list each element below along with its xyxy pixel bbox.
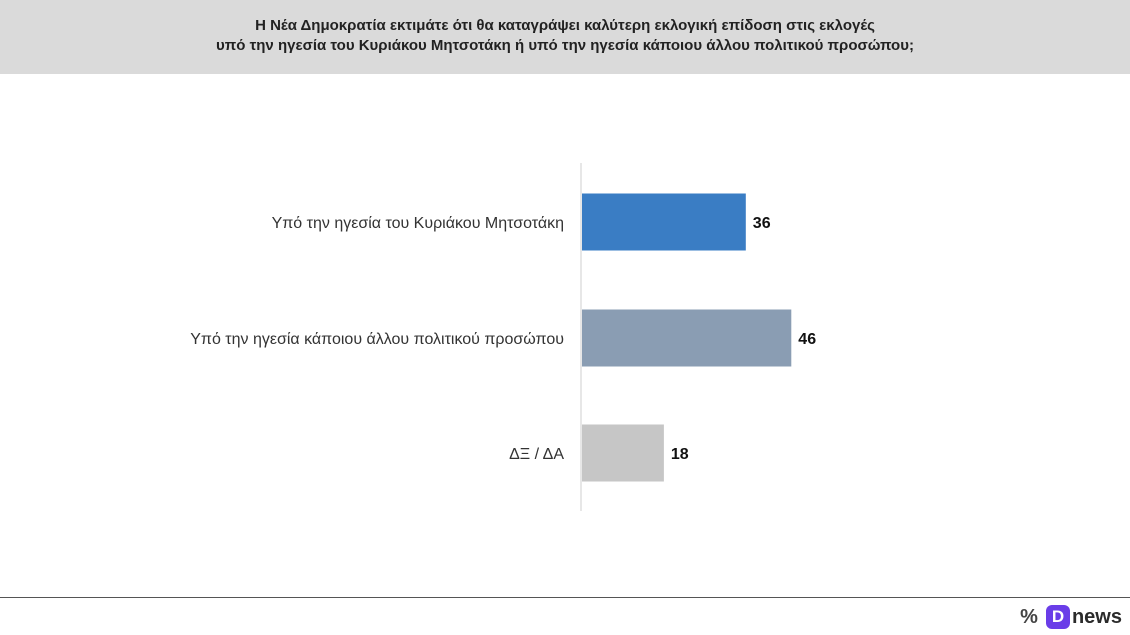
bars-layer: Υπό την ηγεσία του Κυριάκου Μητσοτάκη 36 Υ… (190, 163, 816, 511)
bar-chart: Υπό την ηγεσία του Κυριάκου Μητσοτάκη 36 Υ… (190, 163, 816, 511)
chart-title-line-2: υπό την ηγεσία του Κυριάκου Μητσοτάκη ή … (216, 37, 914, 54)
value-label: 18 (671, 446, 689, 463)
percent-icon: % (1020, 605, 1038, 628)
bar (582, 193, 746, 251)
brand-wordmark: news (1071, 605, 1122, 628)
d-badge-icon: D (1045, 605, 1070, 629)
category-label: ΔΞ / ΔΑ (509, 446, 564, 463)
category-label: Υπό την ηγεσία κάποιου άλλου πολιτικού π… (190, 331, 564, 348)
dnews-logo: % D news (1020, 603, 1122, 631)
footer-divider (0, 597, 1130, 598)
chart-title-line-1: Η Νέα Δημοκρατία εκτιμάτε ότι θα καταγρά… (255, 17, 875, 34)
title-band: Η Νέα Δημοκρατία εκτιμάτε ότι θα καταγρά… (0, 0, 1130, 74)
bar (582, 309, 792, 367)
value-label: 36 (753, 215, 771, 232)
category-label: Υπό την ηγεσία του Κυριάκου Μητσοτάκη (272, 215, 564, 232)
value-label: 46 (798, 331, 816, 348)
bar (582, 424, 664, 482)
